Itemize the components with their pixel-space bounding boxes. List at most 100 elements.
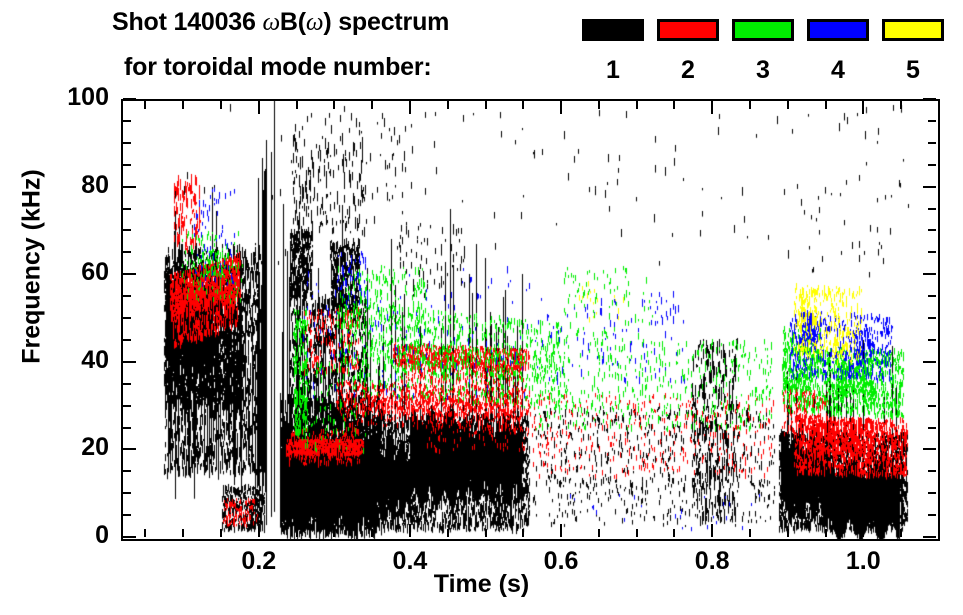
y-tick-major-right xyxy=(923,185,936,188)
x-tick-major xyxy=(862,524,865,537)
y-tick-major-right xyxy=(923,98,936,100)
x-tick-minor-top xyxy=(597,101,600,109)
y-tick-major-right xyxy=(923,536,936,538)
y-tick-minor-right xyxy=(928,295,936,298)
title-mid: B( xyxy=(279,8,306,36)
x-tick-minor-top xyxy=(786,101,789,109)
y-tick-label: 0 xyxy=(95,521,109,549)
y-tick-minor-right xyxy=(928,514,936,517)
y-tick-minor xyxy=(123,514,131,517)
y-tick-minor-right xyxy=(928,251,936,254)
omega-symbol-2: ω xyxy=(305,9,324,36)
x-tick-minor xyxy=(597,529,600,537)
x-tick-minor-top xyxy=(748,101,751,109)
y-tick-minor-right xyxy=(928,382,936,385)
x-tick-minor xyxy=(446,529,449,537)
y-tick-minor-right xyxy=(928,119,936,122)
x-tick-minor-top xyxy=(371,101,374,109)
y-tick-minor-right xyxy=(928,470,936,473)
y-axis-label: Frequency (kHz) xyxy=(17,169,46,364)
x-tick-minor-top xyxy=(673,101,676,109)
omega-symbol-1: ω xyxy=(262,9,280,36)
y-tick-label: 20 xyxy=(81,433,109,462)
x-tick-minor-top xyxy=(333,101,336,109)
x-tick-minor xyxy=(824,529,827,537)
y-tick-minor xyxy=(123,229,131,232)
y-tick-minor xyxy=(123,163,131,166)
x-tick-minor xyxy=(182,529,185,537)
y-tick-label: 100 xyxy=(67,83,109,111)
x-tick-minor-top xyxy=(295,101,298,109)
x-tick-minor xyxy=(635,529,638,537)
y-tick-minor xyxy=(123,338,131,341)
legend-swatch-4 xyxy=(807,19,869,41)
legend-label-2: 2 xyxy=(681,56,695,84)
x-tick-minor-top xyxy=(144,101,147,109)
legend-label-1: 1 xyxy=(606,56,620,84)
legend-label-4: 4 xyxy=(831,56,845,84)
legend-swatch-5 xyxy=(882,19,944,41)
y-tick-label: 80 xyxy=(81,170,109,199)
x-tick-minor-top xyxy=(900,101,903,109)
x-tick-major-top xyxy=(711,101,714,114)
y-tick-major xyxy=(123,98,136,100)
x-tick-minor xyxy=(295,529,298,537)
y-tick-minor xyxy=(123,426,131,429)
y-tick-major-right xyxy=(923,273,936,276)
x-tick-major-top xyxy=(257,101,260,114)
x-tick-minor-top xyxy=(484,101,487,109)
x-tick-minor-top xyxy=(635,101,638,109)
y-tick-major xyxy=(123,448,136,451)
y-tick-major xyxy=(123,273,136,276)
x-tick-minor xyxy=(748,529,751,537)
y-tick-label: 60 xyxy=(81,258,109,287)
title-suffix: ) spectrum xyxy=(323,8,450,36)
x-tick-minor xyxy=(333,529,336,537)
y-tick-minor xyxy=(123,470,131,473)
y-tick-minor-right xyxy=(928,492,936,495)
y-tick-minor-right xyxy=(928,404,936,407)
legend-swatch-3 xyxy=(732,19,794,41)
x-tick-minor xyxy=(220,529,223,537)
x-tick-label: 0.8 xyxy=(694,547,730,575)
plot-area xyxy=(121,99,940,541)
legend-swatch-1 xyxy=(582,19,644,41)
y-tick-minor xyxy=(123,251,131,254)
legend-label-3: 3 xyxy=(756,56,770,84)
y-tick-minor xyxy=(123,382,131,385)
y-tick-minor-right xyxy=(928,426,936,429)
y-tick-minor-right xyxy=(928,338,936,341)
x-tick-minor xyxy=(522,529,525,537)
x-tick-major-top xyxy=(560,101,563,114)
y-tick-major xyxy=(123,185,136,188)
y-tick-minor xyxy=(123,207,131,210)
x-tick-major-top xyxy=(862,101,865,114)
x-tick-label: 0.4 xyxy=(392,547,428,575)
x-tick-major xyxy=(560,524,563,537)
y-tick-minor xyxy=(123,492,131,495)
y-tick-minor xyxy=(123,295,131,298)
x-tick-major xyxy=(711,524,714,537)
y-tick-minor-right xyxy=(928,163,936,166)
y-tick-label: 40 xyxy=(81,345,109,374)
y-tick-major-right xyxy=(923,360,936,363)
x-tick-minor-top xyxy=(824,101,827,109)
x-tick-minor-top xyxy=(522,101,525,109)
x-axis-label: Time (s) xyxy=(433,570,530,598)
x-tick-label: 1.0 xyxy=(845,547,881,575)
legend-swatch-2 xyxy=(657,19,719,41)
y-tick-minor xyxy=(123,404,131,407)
y-tick-major-right xyxy=(923,448,936,451)
y-tick-minor-right xyxy=(928,317,936,319)
x-tick-label: 0.2 xyxy=(241,547,277,575)
page-subtitle: for toroidal mode number: xyxy=(124,53,432,81)
x-tick-minor xyxy=(673,529,676,537)
x-tick-minor xyxy=(484,529,487,537)
x-tick-major xyxy=(408,524,411,537)
spectrogram-canvas xyxy=(123,101,938,539)
x-tick-minor xyxy=(786,529,789,537)
y-tick-minor-right xyxy=(928,141,936,144)
y-tick-major xyxy=(123,360,136,363)
y-tick-major xyxy=(123,536,136,538)
